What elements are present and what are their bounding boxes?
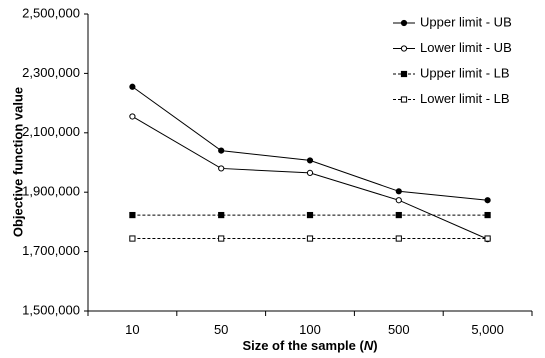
legend-label: Upper limit - LB bbox=[420, 65, 510, 80]
x-tick-label: 5,000 bbox=[471, 322, 504, 337]
legend-marker bbox=[400, 19, 408, 27]
legend-label: Upper limit - UB bbox=[420, 14, 512, 29]
y-axis-title: Objective function value bbox=[10, 87, 25, 237]
legend-label: Lower limit - UB bbox=[420, 40, 512, 55]
data-point bbox=[395, 211, 402, 219]
series-group bbox=[129, 83, 491, 243]
y-tick-label: 2,300,000 bbox=[22, 65, 80, 80]
data-point bbox=[484, 235, 491, 242]
data-point bbox=[129, 211, 136, 219]
x-axis-title-suffix: ) bbox=[373, 338, 377, 353]
data-point bbox=[395, 197, 402, 204]
axes bbox=[87, 14, 532, 312]
data-point bbox=[129, 113, 136, 120]
data-point bbox=[395, 188, 402, 195]
y-tick-label: 1,500,000 bbox=[22, 302, 80, 317]
y-axis-ticks: 1,500,000 1,700,000 1,900,000 2,100,000 2,30… bbox=[22, 5, 88, 317]
series-1 bbox=[129, 83, 491, 204]
x-tick-label: 500 bbox=[388, 322, 410, 337]
x-axis-title-prefix: Size of the sample ( bbox=[242, 338, 364, 353]
legend-marker bbox=[400, 45, 408, 52]
data-point bbox=[218, 211, 225, 219]
data-point bbox=[129, 235, 136, 242]
x-axis-title-variable: N bbox=[364, 338, 374, 353]
data-point bbox=[484, 211, 491, 219]
data-point bbox=[306, 235, 314, 242]
x-tick-label: 100 bbox=[299, 322, 321, 337]
legend-marker bbox=[400, 70, 408, 78]
data-point bbox=[306, 157, 314, 164]
data-point bbox=[306, 169, 314, 176]
data-point bbox=[218, 147, 225, 154]
legend-item: Lower limit - UB bbox=[393, 40, 512, 55]
series-4 bbox=[129, 235, 491, 242]
data-point bbox=[218, 165, 225, 172]
y-tick-label: 1,900,000 bbox=[22, 184, 80, 199]
legend-label: Lower limit - LB bbox=[420, 91, 510, 106]
y-tick-label: 2,100,000 bbox=[22, 124, 80, 139]
x-tick-label: 10 bbox=[125, 322, 139, 337]
x-tick-label: 50 bbox=[214, 322, 228, 337]
x-axis-ticks: 10 50 100 500 5,000 bbox=[87, 311, 533, 337]
series-2 bbox=[129, 113, 491, 243]
legend-marker bbox=[400, 96, 408, 103]
y-tick-label: 2,500,000 bbox=[22, 5, 80, 20]
data-point bbox=[484, 197, 491, 204]
y-tick-label: 1,700,000 bbox=[22, 243, 80, 258]
legend: Upper limit - UB Lower limit - UB Upper li… bbox=[393, 14, 512, 106]
data-point bbox=[306, 211, 314, 219]
data-point bbox=[218, 235, 225, 242]
x-axis-title: Size of the sample (N) bbox=[242, 338, 377, 353]
legend-item: Upper limit - LB bbox=[393, 65, 510, 80]
data-point bbox=[395, 235, 402, 242]
data-point bbox=[129, 83, 136, 90]
series-line bbox=[132, 116, 488, 240]
legend-item: Lower limit - LB bbox=[393, 91, 510, 106]
series-3 bbox=[129, 211, 491, 219]
legend-item: Upper limit - UB bbox=[393, 14, 512, 29]
